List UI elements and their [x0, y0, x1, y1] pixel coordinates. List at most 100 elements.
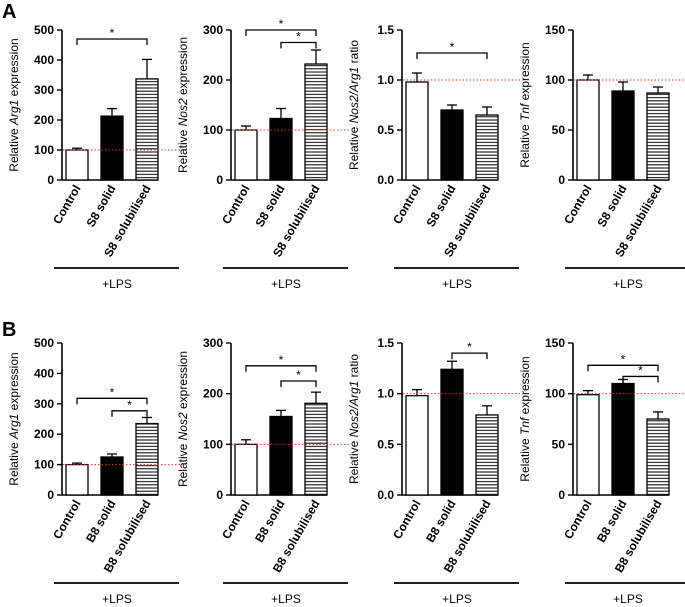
bar	[405, 81, 429, 181]
category-label: B8 solid	[423, 498, 458, 545]
category-label: S8 solid	[594, 183, 629, 230]
y-axis-label: Relative Tnf expression	[518, 42, 532, 167]
y-tick-label: 100	[545, 387, 565, 401]
y-axis-label-prefix: Relative	[7, 439, 21, 486]
y-axis-label-gene: Arg1	[7, 100, 21, 126]
category-label: S8 solid	[423, 183, 458, 230]
chart-8: 0 50 100 150 Relative Tnf expression Control B…	[518, 336, 685, 606]
y-tick-label: 100	[34, 143, 54, 157]
significance-bracket	[416, 52, 488, 59]
y-tick-label: 200	[34, 113, 54, 127]
treatment-label: +LPS	[102, 592, 132, 606]
category-label: S8 solid	[83, 183, 118, 230]
bar	[304, 402, 328, 496]
y-axis-label-prefix: Relative	[176, 440, 190, 487]
significance-bracket	[76, 38, 148, 45]
significance-bracket	[111, 410, 148, 417]
y-axis-label: Relative Tnf expression	[518, 356, 532, 481]
chart-1: 0 100 200 300 400 500 Relative Arg1 expression…	[7, 23, 180, 291]
y-tick-label: 400	[34, 366, 54, 380]
y-tick-label: 150	[545, 23, 565, 37]
y-tick-label: 300	[203, 23, 223, 37]
category-label: Control	[390, 498, 423, 542]
significance-star: *	[296, 368, 301, 382]
significance-star: *	[110, 385, 115, 399]
significance-bracket	[245, 365, 317, 372]
category-label: Control	[50, 498, 83, 542]
bar	[100, 456, 124, 496]
y-axis-label-suffix: ratio	[347, 40, 361, 67]
bar	[304, 63, 328, 181]
bar	[234, 129, 258, 181]
y-axis-label-gene: Nos2	[176, 98, 190, 126]
significance-star: *	[279, 353, 284, 367]
treatment-label: +LPS	[442, 277, 472, 291]
significance-bracket	[587, 364, 659, 372]
y-axis-label-prefix: Relative	[7, 125, 21, 172]
y-tick-label: 0	[47, 173, 54, 187]
panel-label-b: B	[2, 319, 16, 341]
y-tick-label: 500	[34, 23, 54, 37]
y-axis-label-suffix: expression	[518, 42, 532, 103]
bar	[135, 422, 159, 496]
y-tick-label: 1.0	[377, 387, 394, 401]
bar	[475, 414, 499, 496]
y-axis-label: Relative Nos2/Arg1 ratio	[347, 40, 361, 170]
y-axis-label-prefix: Relative	[518, 435, 532, 482]
panel-label-a: A	[2, 1, 16, 23]
y-axis-label-gene: Tnf	[518, 102, 532, 121]
y-tick-label: 0	[558, 488, 565, 502]
y-tick-label: 400	[34, 53, 54, 67]
chart-7: 0.0 0.5 1.0 1.5 Relative Nos2/Arg1 ratio Cont…	[347, 336, 520, 606]
treatment-label: +LPS	[271, 592, 301, 606]
y-tick-label: 200	[34, 427, 54, 441]
chart-5: 0 100 200 300 400 500 Relative Arg1 expression…	[7, 336, 180, 606]
y-axis-label-gene: Arg1	[7, 414, 21, 440]
category-label: Control	[219, 183, 252, 227]
y-axis-label-gene: Nos2/Arg1	[347, 381, 361, 438]
y-tick-label: 1.5	[377, 23, 394, 37]
y-tick-label: 300	[34, 83, 54, 97]
significance-bracket	[76, 397, 148, 405]
chart-2: 0 100 200 300 Relative Nos2 expression Contro…	[176, 17, 349, 291]
y-axis-label-suffix: expression	[7, 352, 21, 413]
y-axis-label-gene: Nos2/Arg1	[347, 67, 361, 124]
category-label: Control	[561, 183, 594, 227]
y-tick-label: 0	[216, 488, 223, 502]
bar	[269, 117, 293, 181]
y-tick-label: 200	[203, 387, 223, 401]
y-tick-label: 0.0	[377, 488, 394, 502]
y-tick-label: 200	[203, 73, 223, 87]
y-tick-label: 500	[34, 336, 54, 350]
chart-6: 0 100 200 300 Relative Nos2 expression Contro…	[176, 336, 349, 606]
y-axis-label-prefix: Relative	[176, 126, 190, 173]
y-tick-label: 100	[203, 123, 223, 137]
y-axis-label: Relative Nos2 expression	[176, 37, 190, 173]
bar	[646, 92, 670, 181]
bar	[405, 395, 429, 496]
significance-bracket	[280, 380, 317, 387]
y-tick-label: 1.0	[377, 73, 394, 87]
significance-star: *	[127, 398, 132, 412]
category-label: S8 solid	[252, 183, 287, 230]
y-axis-label-suffix: expression	[7, 38, 21, 99]
y-axis-label-gene: Tnf	[518, 416, 532, 435]
significance-bracket	[622, 375, 659, 383]
y-axis-label-prefix: Relative	[518, 121, 532, 168]
treatment-label: +LPS	[613, 277, 643, 291]
y-axis-label-suffix: expression	[176, 37, 190, 98]
category-label: Control	[561, 498, 594, 542]
y-axis-label-prefix: Relative	[347, 437, 361, 484]
y-tick-label: 0	[216, 173, 223, 187]
significance-star: *	[450, 40, 455, 54]
treatment-label: +LPS	[271, 277, 301, 291]
significance-star: *	[279, 17, 284, 31]
category-label: Control	[50, 183, 83, 227]
significance-star: *	[296, 30, 301, 44]
y-axis-label: Relative Nos2 expression	[176, 351, 190, 487]
charts: 0 100 200 300 400 500 Relative Arg1 expression…	[7, 17, 685, 606]
y-tick-label: 0	[558, 173, 565, 187]
significance-star: *	[638, 363, 643, 377]
bar	[269, 415, 293, 496]
y-tick-label: 100	[545, 73, 565, 87]
